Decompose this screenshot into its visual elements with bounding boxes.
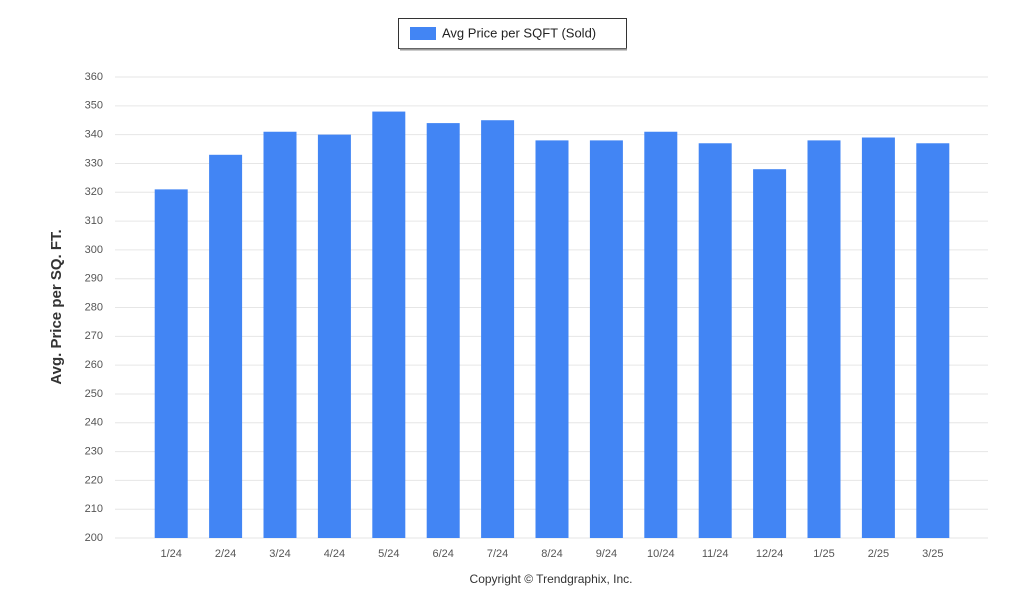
bar	[644, 131, 678, 538]
y-tick-label: 200	[85, 532, 103, 544]
legend-label: Avg Price per SQFT (Sold)	[442, 25, 596, 40]
y-tick-label: 280	[85, 301, 103, 313]
x-tick-label: 6/24	[432, 548, 453, 560]
bar	[916, 143, 950, 539]
x-tick-label: 2/25	[868, 548, 889, 560]
y-tick-label: 360	[85, 71, 103, 83]
bar	[589, 140, 623, 538]
x-tick-label: 1/25	[813, 548, 834, 560]
bar	[317, 134, 351, 538]
bar	[807, 140, 841, 538]
bar	[263, 131, 297, 538]
bar	[698, 143, 732, 539]
y-tick-label: 300	[85, 244, 103, 256]
y-tick-label: 320	[85, 186, 103, 198]
x-tick-label: 12/24	[756, 548, 784, 560]
x-tick-label: 9/24	[596, 548, 617, 560]
legend-box	[398, 18, 627, 49]
x-tick-label: 3/24	[269, 548, 290, 560]
y-axis-label: Avg. Price per SQ. FT.	[48, 229, 65, 384]
bar	[154, 189, 188, 538]
x-tick-label: 10/24	[647, 548, 675, 560]
y-tick-label: 230	[85, 445, 103, 457]
bar	[861, 137, 895, 538]
y-tick-label: 330	[85, 157, 103, 169]
x-tick-label: 3/25	[922, 548, 943, 560]
y-tick-label: 290	[85, 273, 103, 285]
y-tick-label: 240	[85, 417, 103, 429]
bar	[753, 169, 787, 538]
y-tick-label: 340	[85, 129, 103, 141]
legend-swatch	[410, 27, 436, 40]
x-tick-label: 5/24	[378, 548, 399, 560]
y-tick-label: 270	[85, 330, 103, 342]
credit: Copyright © Trendgraphix, Inc.	[470, 572, 633, 586]
x-tick-label: 8/24	[541, 548, 562, 560]
y-tick-label: 250	[85, 388, 103, 400]
bar	[535, 140, 569, 538]
y-tick-label: 220	[85, 474, 103, 486]
x-tick-label: 4/24	[324, 548, 345, 560]
bar	[481, 120, 515, 538]
y-tick-label: 210	[85, 503, 103, 515]
x-tick-label: 11/24	[702, 548, 729, 560]
bar	[426, 123, 460, 538]
x-tick-label: 2/24	[215, 548, 236, 560]
bar	[372, 111, 406, 538]
y-tick-label: 310	[85, 215, 103, 227]
y-tick-label: 350	[85, 100, 103, 112]
bar	[209, 154, 243, 538]
x-tick-label: 1/24	[160, 548, 181, 560]
y-tick-label: 260	[85, 359, 103, 371]
x-tick-label: 7/24	[487, 548, 508, 560]
